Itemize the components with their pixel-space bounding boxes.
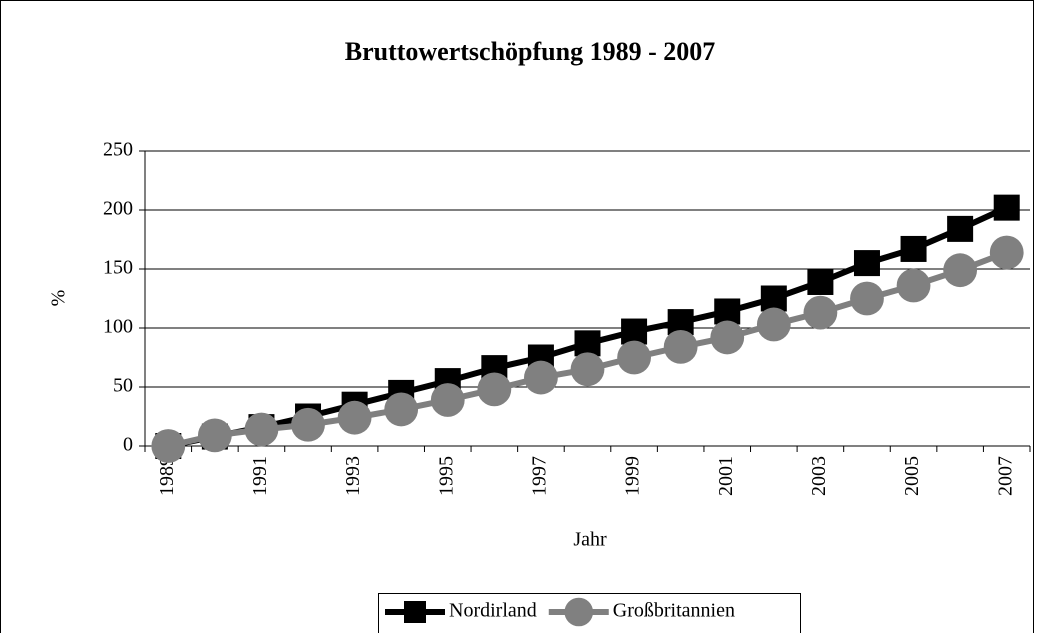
x-axis-title: Jahr — [573, 529, 607, 551]
x-tick-label: 1989 — [156, 456, 178, 496]
y-tick-label: 100 — [103, 316, 133, 338]
data-point — [710, 320, 745, 355]
data-point — [384, 392, 419, 427]
x-tick-label: 1997 — [529, 456, 551, 496]
data-point — [197, 418, 232, 453]
data-point — [756, 307, 791, 342]
data-point — [291, 407, 325, 442]
data-point — [524, 360, 558, 395]
legend-label: Großbritannien — [613, 600, 735, 622]
data-point — [807, 268, 834, 295]
data-point — [151, 429, 186, 463]
x-tick-label: 1999 — [622, 456, 644, 496]
legend-label: Nordirland — [449, 600, 537, 622]
chart-title: Bruttowertschöpfung 1989 - 2007 — [345, 37, 716, 66]
x-tick-label: 2003 — [808, 456, 830, 496]
y-tick-label: 50 — [113, 375, 133, 397]
y-tick-label: 250 — [103, 139, 133, 161]
data-point — [853, 250, 880, 277]
data-point — [337, 400, 372, 435]
data-point — [621, 318, 648, 345]
data-point — [803, 295, 838, 330]
data-point — [760, 285, 787, 312]
data-point — [430, 383, 465, 417]
data-point — [993, 194, 1020, 221]
y-axis-title: % — [48, 290, 70, 307]
y-tick-label: 200 — [103, 198, 133, 220]
data-point — [850, 281, 884, 316]
data-point — [900, 235, 927, 262]
x-tick-label: 2005 — [901, 456, 923, 496]
legend-marker — [404, 601, 426, 623]
series-line — [167, 204, 1008, 449]
data-point — [989, 235, 1024, 270]
x-tick-label: 2001 — [715, 456, 737, 496]
x-tick-label: 1995 — [435, 456, 457, 496]
data-point — [896, 268, 931, 303]
data-point — [714, 298, 741, 325]
x-tick-label: 1991 — [249, 456, 271, 496]
data-point — [947, 215, 974, 242]
data-point — [943, 253, 978, 288]
y-tick-label: 150 — [103, 257, 133, 279]
y-tick-label: 0 — [123, 434, 133, 456]
data-point — [477, 372, 512, 407]
data-point — [574, 330, 601, 357]
legend-marker — [564, 597, 594, 627]
data-point — [617, 340, 651, 375]
data-point — [663, 329, 698, 364]
data-point — [570, 352, 605, 387]
data-point — [244, 412, 279, 447]
x-tick-label: 2007 — [994, 456, 1016, 496]
x-tick-label: 1993 — [342, 456, 364, 496]
